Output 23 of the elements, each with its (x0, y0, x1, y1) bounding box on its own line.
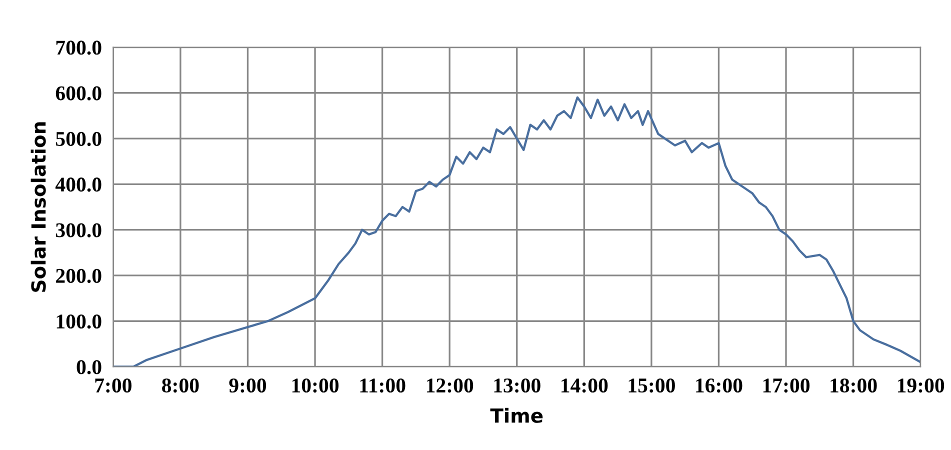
x-tick-label: 19:00 (898, 378, 944, 393)
x-tick-label: 14:00 (562, 378, 608, 393)
x-axis-title: Time (490, 408, 543, 423)
x-tick-label: 17:00 (763, 378, 810, 393)
x-tick-label: 11:00 (360, 378, 406, 393)
y-axis-title: Solar Insolation (30, 122, 46, 292)
x-tick-label: 9:00 (229, 378, 266, 393)
y-tick-label: 700.0 (56, 40, 102, 55)
y-tick-label: 200.0 (56, 268, 102, 283)
x-tick-label: 10:00 (292, 378, 339, 393)
y-tick-label: 400.0 (55, 178, 102, 192)
x-tick-label: 12:00 (426, 378, 474, 393)
y-tick-label: 100.0 (56, 314, 102, 329)
x-tick-label: 8:00 (162, 378, 199, 393)
y-tick-label: 500.0 (56, 132, 102, 146)
x-tick-label: 16:00 (696, 378, 742, 393)
x-tick-label: 18:00 (830, 378, 877, 393)
y-tick-label: 600.0 (56, 86, 102, 100)
x-tick-label: 15:00 (628, 378, 675, 393)
x-tick-label: 7:00 (95, 378, 132, 393)
y-tick-label: 0.0 (76, 360, 102, 374)
x-tick-label: 13:00 (494, 378, 540, 393)
y-tick-label: 300.0 (56, 223, 102, 238)
